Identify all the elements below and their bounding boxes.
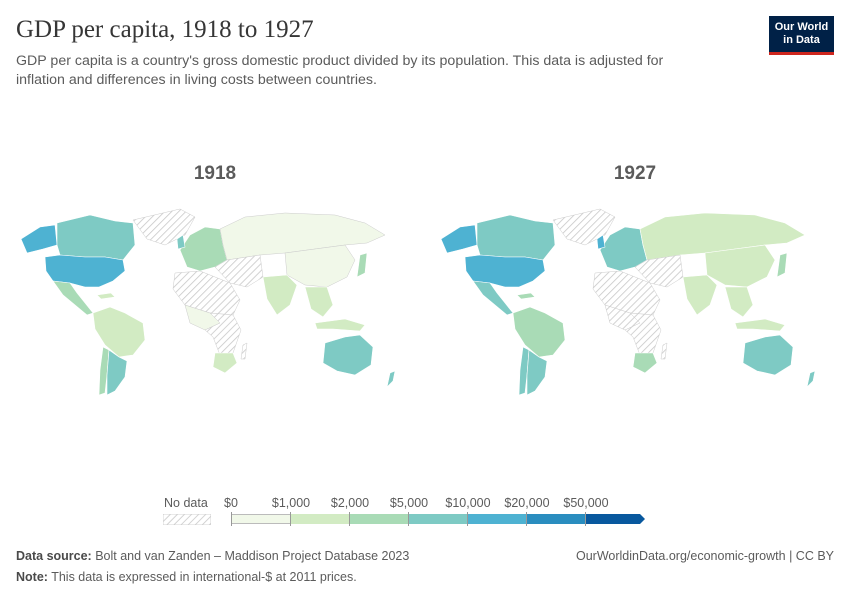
region-china[interactable] (284, 244, 356, 288)
region-japan[interactable] (776, 252, 788, 278)
source-text: Bolt and van Zanden – Maddison Project D… (95, 549, 410, 563)
region-alaska[interactable] (440, 224, 478, 254)
region-new-zealand[interactable] (806, 370, 816, 388)
region-southeast-asia[interactable] (724, 286, 754, 318)
region-new-zealand[interactable] (386, 370, 396, 388)
region-southeast-asia[interactable] (304, 286, 334, 318)
legend-swatch-3 (409, 514, 468, 524)
legend-bin-label-6: $50,000 (563, 496, 609, 510)
legend-no-data-label: No data (164, 496, 208, 510)
legend-no-data-swatch (163, 514, 211, 525)
region-india[interactable] (262, 274, 298, 316)
legend-swatch-0 (231, 514, 291, 524)
footer-source: Data source: Bolt and van Zanden – Maddi… (16, 549, 409, 563)
legend-bin-label-4: $10,000 (445, 496, 491, 510)
region-south-africa[interactable] (212, 352, 238, 374)
region-caribbean[interactable] (516, 292, 536, 300)
footer-note: Note: This data is expressed in internat… (16, 570, 357, 584)
region-south-america-north[interactable] (92, 306, 146, 358)
panel-year-1927: 1927 (613, 163, 657, 184)
region-canada[interactable] (476, 214, 556, 261)
owid-logo[interactable]: Our World in Data (769, 16, 834, 55)
region-indonesia[interactable] (734, 318, 786, 332)
legend-tick (585, 512, 586, 526)
license-link[interactable]: CC BY (795, 549, 834, 563)
legend-tick (408, 512, 409, 526)
panel-year-1918: 1918 (193, 163, 237, 184)
region-madagascar[interactable] (240, 342, 248, 360)
legend-swatch-1 (291, 514, 350, 524)
chart-subtitle: GDP per capita is a country's gross dome… (16, 53, 664, 88)
note-label: Note: (16, 570, 48, 584)
chart-title: GDP per capita, 1918 to 1927 (16, 16, 314, 43)
region-canada[interactable] (56, 214, 136, 261)
region-india[interactable] (682, 274, 718, 316)
region-uk[interactable] (596, 234, 606, 250)
legend-tick (290, 512, 291, 526)
region-south-america-north[interactable] (512, 306, 566, 358)
attribution-separator: | (789, 549, 796, 563)
region-madagascar[interactable] (660, 342, 668, 360)
logo-line-2: in Data (783, 34, 820, 46)
legend-tick (349, 512, 350, 526)
source-label: Data source: (16, 549, 92, 563)
region-greenland[interactable] (552, 208, 616, 246)
legend-bin-label-5: $20,000 (504, 496, 550, 510)
world-map-1918 (20, 208, 396, 396)
region-australia[interactable] (742, 334, 794, 376)
footer-attribution: OurWorldinData.org/economic-growth | CC … (576, 549, 834, 563)
region-australia[interactable] (322, 334, 374, 376)
legend-bin-label-3: $5,000 (389, 496, 429, 510)
region-caribbean[interactable] (96, 292, 116, 300)
owid-url-link[interactable]: OurWorldinData.org/economic-growth (576, 549, 786, 563)
logo-line-1: Our World (774, 21, 829, 33)
legend-tick (231, 512, 232, 526)
legend-bin-label-2: $2,000 (330, 496, 370, 510)
legend-bin-label-1: $1,000 (271, 496, 311, 510)
color-legend: No data $0 $1,000 $2,000 $5,000 $10,000 … (0, 496, 850, 536)
legend-swatch-5 (527, 514, 586, 524)
region-alaska[interactable] (20, 224, 58, 254)
region-japan[interactable] (356, 252, 368, 278)
legend-tick (526, 512, 527, 526)
region-argentina[interactable] (106, 349, 128, 396)
region-argentina[interactable] (526, 349, 548, 396)
legend-swatch-4 (468, 514, 527, 524)
region-indonesia[interactable] (314, 318, 366, 332)
region-uk[interactable] (176, 234, 186, 250)
legend-tick (467, 512, 468, 526)
note-text: This data is expressed in international-… (51, 570, 357, 584)
legend-swatch-6 (586, 514, 645, 524)
region-greenland[interactable] (132, 208, 196, 246)
legend-swatch-2 (350, 514, 409, 524)
region-china[interactable] (704, 244, 776, 288)
region-south-africa[interactable] (632, 352, 658, 374)
world-map-1927 (440, 208, 816, 396)
legend-bin-label-0: $0 (224, 496, 238, 510)
